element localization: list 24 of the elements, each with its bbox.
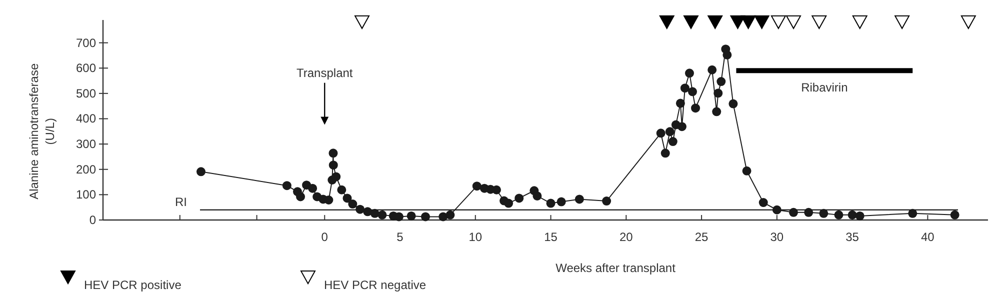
y-tick-label: 100	[76, 188, 96, 202]
x-tick-label: 30	[770, 230, 784, 244]
legend-label: HEV PCR positive	[84, 278, 182, 292]
y-tick-label: 500	[76, 86, 96, 100]
y-tick-label: 600	[76, 61, 96, 76]
y-tick-label: 400	[76, 112, 96, 126]
annotation: Transplant	[296, 66, 354, 80]
x-tick-label: 25	[694, 230, 709, 244]
x-tick-label: 15	[544, 230, 558, 244]
y-axis-title: Alanine aminotransferase (U/L)	[27, 63, 57, 200]
x-tick-label: 5	[396, 230, 404, 244]
annotation: Ribavirin	[801, 80, 848, 95]
y-tick-label: 200	[76, 162, 96, 176]
y-tick-label: 0	[89, 213, 96, 227]
x-tick-label: 35	[846, 230, 860, 244]
x-tick-label: 40	[921, 230, 935, 244]
x-tick-label: 20	[619, 230, 634, 244]
y-tick-label: 300	[76, 137, 96, 152]
x-tick-label: 10	[468, 230, 482, 244]
x-tick-label: 0	[321, 230, 328, 244]
ref-line-label: RI	[175, 194, 187, 209]
legend-label: HEV PCR negative	[324, 278, 426, 292]
x-axis-title: Weeks after transplant	[556, 261, 676, 275]
y-tick-label: 700	[76, 36, 96, 50]
